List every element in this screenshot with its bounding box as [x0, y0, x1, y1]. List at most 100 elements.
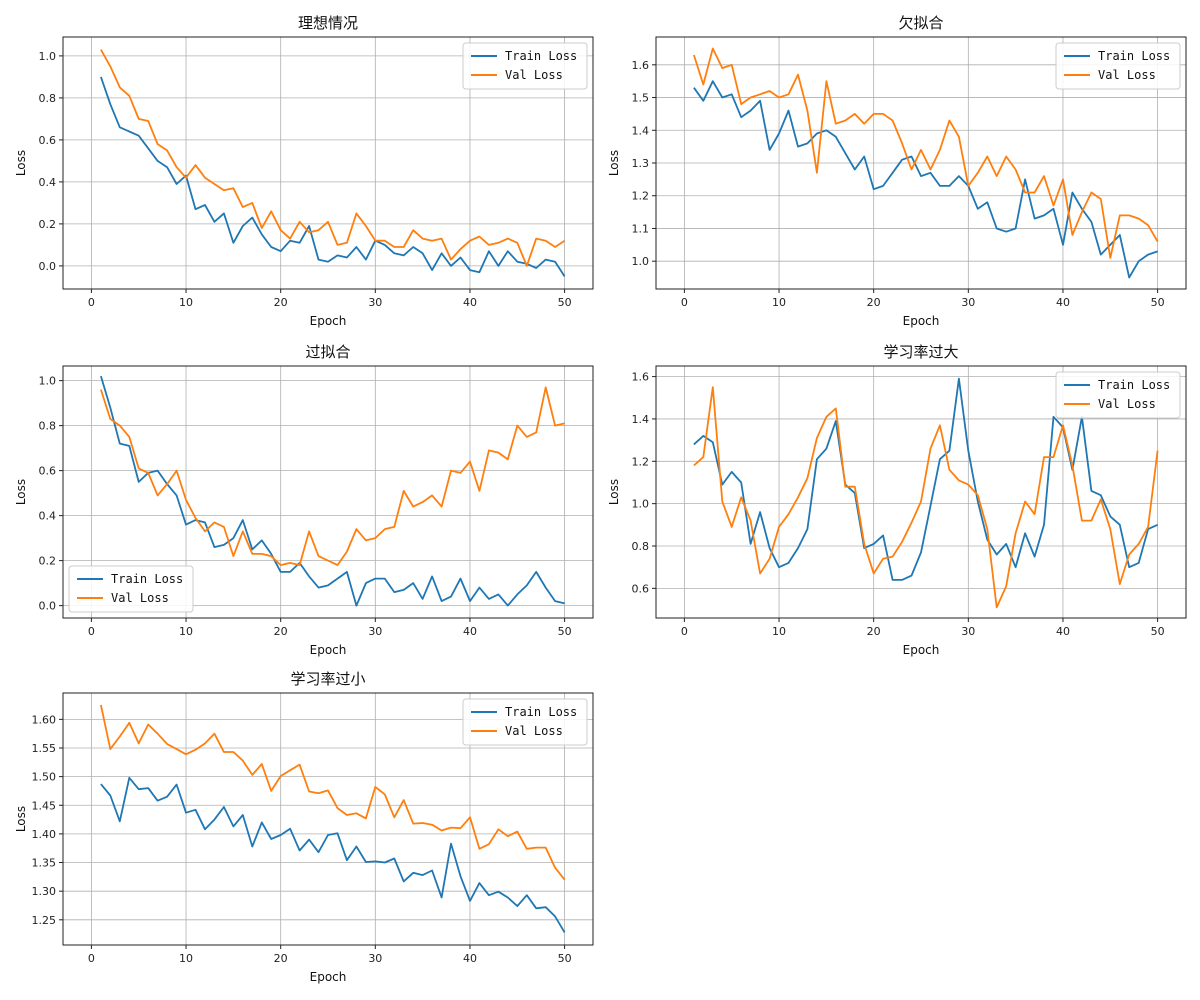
legend-box — [462, 42, 588, 90]
x-tick-label: 10 — [179, 625, 193, 638]
legend-box — [462, 698, 588, 746]
y-tick-label: 0.6 — [39, 465, 57, 478]
x-tick-label: 0 — [88, 296, 95, 309]
y-tick-label: 0.8 — [632, 540, 650, 553]
x-tick-label: 20 — [867, 625, 881, 638]
y-tick-label: 1.60 — [32, 713, 57, 726]
x-tick-label: 50 — [558, 952, 572, 965]
y-tick-label: 1.2 — [632, 455, 650, 468]
y-tick-label: 1.40 — [32, 828, 57, 841]
y-tick-label: 0.4 — [39, 176, 57, 189]
y-axis-label: Loss — [607, 479, 621, 505]
x-tick-label: 30 — [961, 296, 975, 309]
legend-label-train: Train Loss — [505, 705, 577, 719]
x-tick-label: 30 — [368, 296, 382, 309]
y-tick-label: 1.6 — [632, 371, 650, 384]
x-tick-label: 0 — [88, 625, 95, 638]
legend-label-train: Train Loss — [1098, 49, 1170, 63]
x-tick-label: 20 — [274, 296, 288, 309]
x-tick-label: 30 — [961, 625, 975, 638]
y-tick-label: 0.8 — [39, 420, 57, 433]
series-line-train — [693, 80, 1158, 279]
y-tick-label: 0.2 — [39, 555, 57, 568]
y-tick-label: 1.0 — [632, 255, 650, 268]
legend: Train Loss Val Loss — [462, 698, 588, 746]
x-tick-label: 40 — [463, 625, 477, 638]
legend-label-train: Train Loss — [505, 49, 577, 63]
x-tick-label: 50 — [558, 625, 572, 638]
subplot-1: 0 10 20 30 40 50 0.0 0.2 0.4 0.6 0.8 1.0 理想情况 Epoch Lo… — [14, 14, 594, 328]
y-tick-label: 1.4 — [632, 124, 650, 137]
legend-box — [1055, 371, 1181, 419]
legend-box — [1055, 42, 1181, 90]
x-tick-label: 40 — [463, 952, 477, 965]
y-tick-label: 1.5 — [632, 92, 650, 105]
legend-label-val: Val Loss — [1098, 68, 1156, 82]
x-tick-label: 40 — [1056, 625, 1070, 638]
y-tick-label: 1.25 — [32, 914, 57, 927]
x-axis-label: Epoch — [310, 970, 347, 984]
series-line-train — [100, 776, 566, 933]
legend-label-val: Val Loss — [111, 591, 169, 605]
x-tick-label: 10 — [772, 296, 786, 309]
legend-label-train: Train Loss — [111, 572, 183, 586]
x-tick-label: 10 — [179, 952, 193, 965]
legend: Train Loss Val Loss — [68, 565, 194, 613]
y-tick-label: 1.0 — [632, 498, 650, 511]
x-tick-label: 20 — [274, 952, 288, 965]
y-axis-label: Loss — [607, 150, 621, 176]
x-tick-label: 10 — [179, 296, 193, 309]
y-tick-label: 0.6 — [632, 582, 650, 595]
plot-frame — [655, 365, 1187, 619]
series-line-train — [100, 76, 566, 277]
y-tick-label: 1.3 — [632, 157, 650, 170]
chart-title: 过拟合 — [305, 343, 350, 361]
subplot-3: 0 10 20 30 40 50 0.0 0.2 0.4 0.6 0.8 1.0 过拟合 Epoch Los… — [14, 343, 594, 657]
x-tick-label: 10 — [772, 625, 786, 638]
y-tick-label: 0.0 — [39, 260, 57, 273]
y-tick-label: 0.8 — [39, 92, 57, 105]
y-axis-label: Loss — [14, 479, 28, 505]
subplot-5: 0 10 20 30 40 50 1.25 1.30 1.35 1.40 1.45 1.50 1.55 1… — [14, 670, 594, 984]
x-tick-label: 30 — [368, 952, 382, 965]
x-tick-label: 40 — [1056, 296, 1070, 309]
plot-frame — [62, 692, 594, 946]
series-line-val — [693, 47, 1159, 259]
x-tick-label: 50 — [558, 296, 572, 309]
y-tick-label: 1.1 — [632, 222, 650, 235]
x-axis-label: Epoch — [903, 314, 940, 328]
y-axis-label: Loss — [14, 806, 28, 832]
series-line-val — [100, 386, 565, 566]
legend-label-val: Val Loss — [1098, 397, 1156, 411]
x-axis-label: Epoch — [310, 643, 347, 657]
x-tick-label: 50 — [1151, 296, 1165, 309]
legend-label-val: Val Loss — [505, 724, 563, 738]
y-tick-label: 1.45 — [32, 799, 57, 812]
x-tick-label: 50 — [1151, 625, 1165, 638]
chart-title: 学习率过小 — [290, 670, 365, 688]
y-tick-label: 1.30 — [32, 885, 57, 898]
x-tick-label: 40 — [463, 296, 477, 309]
subplot-2: 0 10 20 30 40 50 1.0 1.1 1.2 1.3 1.4 1.5 1.6 欠拟合 Epoch… — [607, 14, 1187, 328]
x-tick-label: 20 — [867, 296, 881, 309]
y-tick-label: 1.0 — [39, 50, 57, 63]
plot-frame — [655, 36, 1187, 290]
x-tick-label: 30 — [368, 625, 382, 638]
y-tick-label: 1.55 — [32, 742, 57, 755]
legend: Train Loss Val Loss — [462, 42, 588, 90]
y-tick-label: 1.2 — [632, 190, 650, 203]
legend: Train Loss Val Loss — [1055, 371, 1181, 419]
legend: Train Loss Val Loss — [1055, 42, 1181, 90]
plot-frame — [62, 365, 594, 619]
series-line-val — [100, 704, 566, 881]
x-axis-label: Epoch — [310, 314, 347, 328]
x-tick-label: 0 — [681, 296, 688, 309]
x-tick-label: 0 — [88, 952, 95, 965]
x-tick-label: 20 — [274, 625, 288, 638]
series-line-val — [100, 49, 566, 267]
series-line-val — [693, 386, 1159, 609]
y-tick-label: 0.4 — [39, 510, 57, 523]
chart-title: 学习率过大 — [883, 343, 958, 361]
y-tick-label: 1.0 — [39, 375, 57, 388]
